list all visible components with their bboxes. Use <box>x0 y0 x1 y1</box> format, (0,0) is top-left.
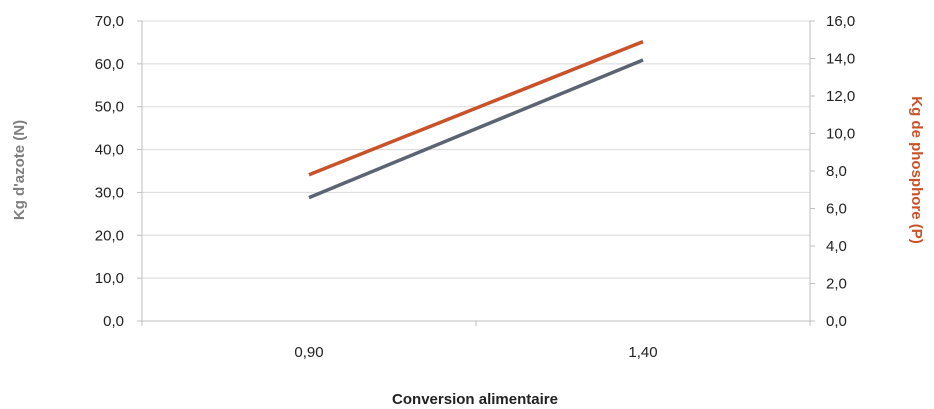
right-tick-label: 4,0 <box>826 238 847 255</box>
right-tick-label: 16,0 <box>826 13 855 30</box>
left-tick-label: 50,0 <box>95 99 124 116</box>
axes <box>141 21 811 322</box>
right-y-axis-title: Kg de phosphore (P) <box>908 96 925 244</box>
right-tick-label: 12,0 <box>826 88 855 105</box>
left-axis-ticks: 0,0 10,0 20,0 30,0 40,0 50,0 60,0 70,0 <box>95 13 142 330</box>
azote-series-line <box>308 58 644 200</box>
left-tick-label: 10,0 <box>95 270 124 287</box>
left-y-axis-title: Kg d'azote (N) <box>11 120 28 220</box>
left-tick-label: 70,0 <box>95 13 124 30</box>
right-tick-label: 14,0 <box>826 51 855 68</box>
left-tick-label: 20,0 <box>95 227 124 244</box>
left-tick-label: 0,0 <box>103 313 124 330</box>
x-axis-title: Conversion alimentaire <box>392 391 558 408</box>
x-tick-label: 1,40 <box>628 344 657 361</box>
left-tick-label: 30,0 <box>95 184 124 201</box>
left-tick-label: 40,0 <box>95 142 124 159</box>
right-tick-label: 0,0 <box>826 313 847 330</box>
x-axis-ticks: 0,90 1,40 <box>141 321 811 361</box>
right-tick-label: 10,0 <box>826 126 855 143</box>
right-axis-ticks: 0,0 2,0 4,0 6,0 8,0 10,0 12,0 14,0 16,0 <box>810 13 855 330</box>
x-tick-label: 0,90 <box>294 344 323 361</box>
phosphore-series-line <box>308 39 644 177</box>
right-tick-label: 8,0 <box>826 163 847 180</box>
gridlines <box>142 20 810 322</box>
series-lines <box>308 39 644 200</box>
right-tick-label: 6,0 <box>826 201 847 218</box>
left-tick-label: 60,0 <box>95 56 124 73</box>
right-tick-label: 2,0 <box>826 276 847 293</box>
